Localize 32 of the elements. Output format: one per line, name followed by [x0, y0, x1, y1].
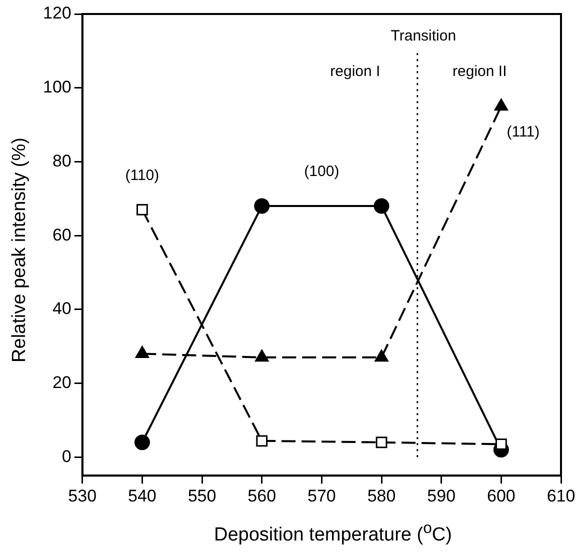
series-label: (110): [125, 166, 160, 184]
point: [254, 198, 270, 214]
x-tick-label: 600: [486, 486, 516, 506]
series-label: (111): [506, 123, 540, 140]
y-tick-label: 80: [52, 151, 72, 170]
x-tick-label: 530: [68, 486, 97, 506]
x-tick-label: 540: [128, 486, 156, 506]
y-tick-label: 40: [52, 299, 72, 318]
point: [494, 98, 508, 111]
point: [376, 436, 388, 448]
x-tick-label: 590: [427, 486, 456, 506]
ref-line-label: Transition: [390, 28, 456, 45]
point: [136, 204, 148, 216]
y-axis-title: Relative peak intensity (%): [9, 138, 31, 362]
x-tick-label: 550: [188, 486, 216, 506]
y-tick-label: 100: [42, 78, 72, 97]
point: [374, 198, 390, 214]
y-tick-label: 20: [52, 372, 72, 392]
point: [256, 435, 268, 447]
y-tick-label: 120: [42, 4, 72, 23]
x-tick-label: 560: [248, 486, 276, 506]
point: [134, 434, 150, 450]
point: [495, 438, 507, 450]
annotation: region II: [452, 62, 507, 80]
y-tick-label: 0: [62, 446, 72, 466]
series-label: (100): [304, 163, 340, 180]
annotation: region I: [330, 62, 380, 80]
x-tick-label: 610: [546, 486, 576, 506]
y-tick-label: 60: [52, 225, 72, 244]
x-tick-label: 570: [307, 486, 336, 506]
x-tick-label: 580: [367, 486, 396, 506]
x-axis-title: Deposition temperature ($^{o}$C): [213, 520, 453, 546]
